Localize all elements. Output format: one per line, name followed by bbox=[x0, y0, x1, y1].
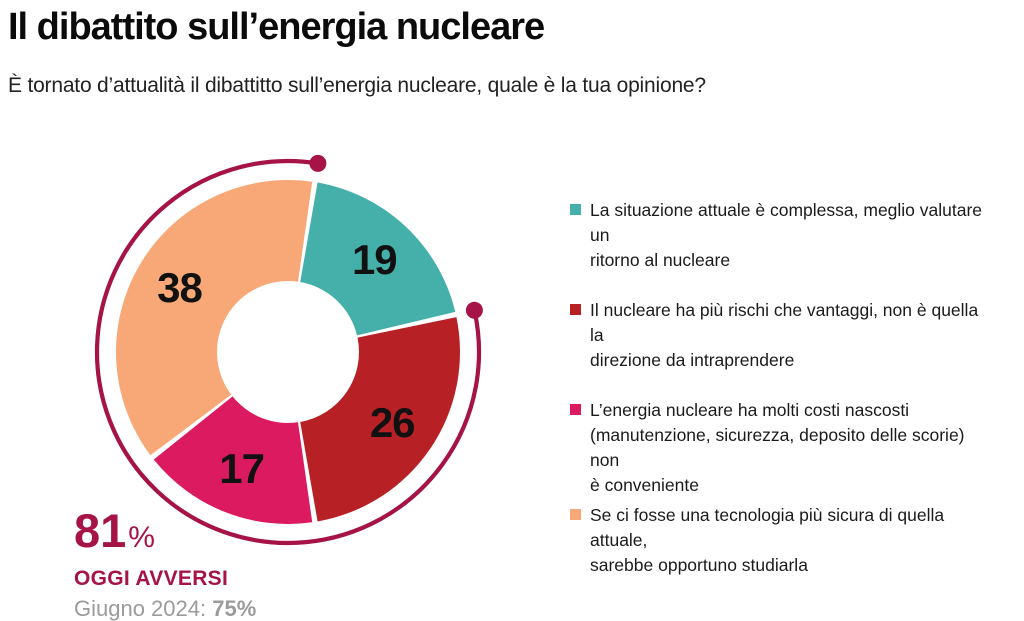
legend-swatch bbox=[570, 204, 581, 215]
segment-value-label: 26 bbox=[370, 399, 415, 446]
legend: La situazione attuale è complessa, megli… bbox=[570, 198, 994, 598]
stat-comparison-value: 75% bbox=[212, 596, 257, 621]
stat-number: 81 bbox=[74, 504, 127, 557]
legend-label: L’energia nucleare ha molti costi nascos… bbox=[590, 400, 965, 495]
stat-comparison: Giugno 2024: 75% bbox=[74, 596, 256, 621]
highlight-arc-dot-end bbox=[309, 154, 327, 172]
legend-item-1: Il nucleare ha più rischi che vantaggi, … bbox=[570, 298, 994, 373]
legend-swatch bbox=[570, 404, 581, 415]
highlight-arc bbox=[94, 158, 482, 546]
legend-item-2: L’energia nucleare ha molti costi nascos… bbox=[570, 398, 994, 498]
legend-label: Il nucleare ha più rischi che vantaggi, … bbox=[590, 300, 979, 370]
stat-label: OGGI AVVERSI bbox=[74, 567, 229, 590]
stat-comparison-prefix: Giugno 2024: bbox=[74, 596, 213, 621]
highlight-arc-dot-start bbox=[465, 301, 483, 319]
donut-segment-2 bbox=[153, 396, 313, 524]
stat-value: 81% bbox=[74, 507, 256, 562]
segment-value-label: 17 bbox=[219, 445, 264, 492]
donut-segment-3 bbox=[116, 180, 313, 456]
legend-item-3: Se ci fosse una tecnologia più sicura di… bbox=[570, 503, 994, 578]
stat-percent-sign: % bbox=[128, 521, 155, 554]
stat-block: 81% OGGI AVVERSI Giugno 2024: 75% bbox=[74, 507, 256, 621]
page-title: Il dibattito sull’energia nucleare bbox=[8, 6, 545, 48]
donut-chart: 19 26 17 38 bbox=[94, 154, 483, 546]
segment-value-label: 38 bbox=[157, 264, 202, 311]
legend-item-0: La situazione attuale è complessa, megli… bbox=[570, 198, 994, 273]
donut-segment-0 bbox=[300, 182, 456, 336]
donut-segment-1 bbox=[300, 317, 461, 522]
legend-label: La situazione attuale è complessa, megli… bbox=[590, 200, 983, 270]
legend-label: Se ci fosse una tecnologia più sicura di… bbox=[590, 505, 945, 575]
donut-chart-area: 19 26 17 38 bbox=[70, 130, 510, 570]
legend-swatch bbox=[570, 509, 581, 520]
legend-swatch bbox=[570, 304, 581, 315]
segment-value-label: 19 bbox=[352, 236, 397, 283]
page-subtitle: È tornato d’attualità il dibattitto sull… bbox=[8, 74, 706, 97]
